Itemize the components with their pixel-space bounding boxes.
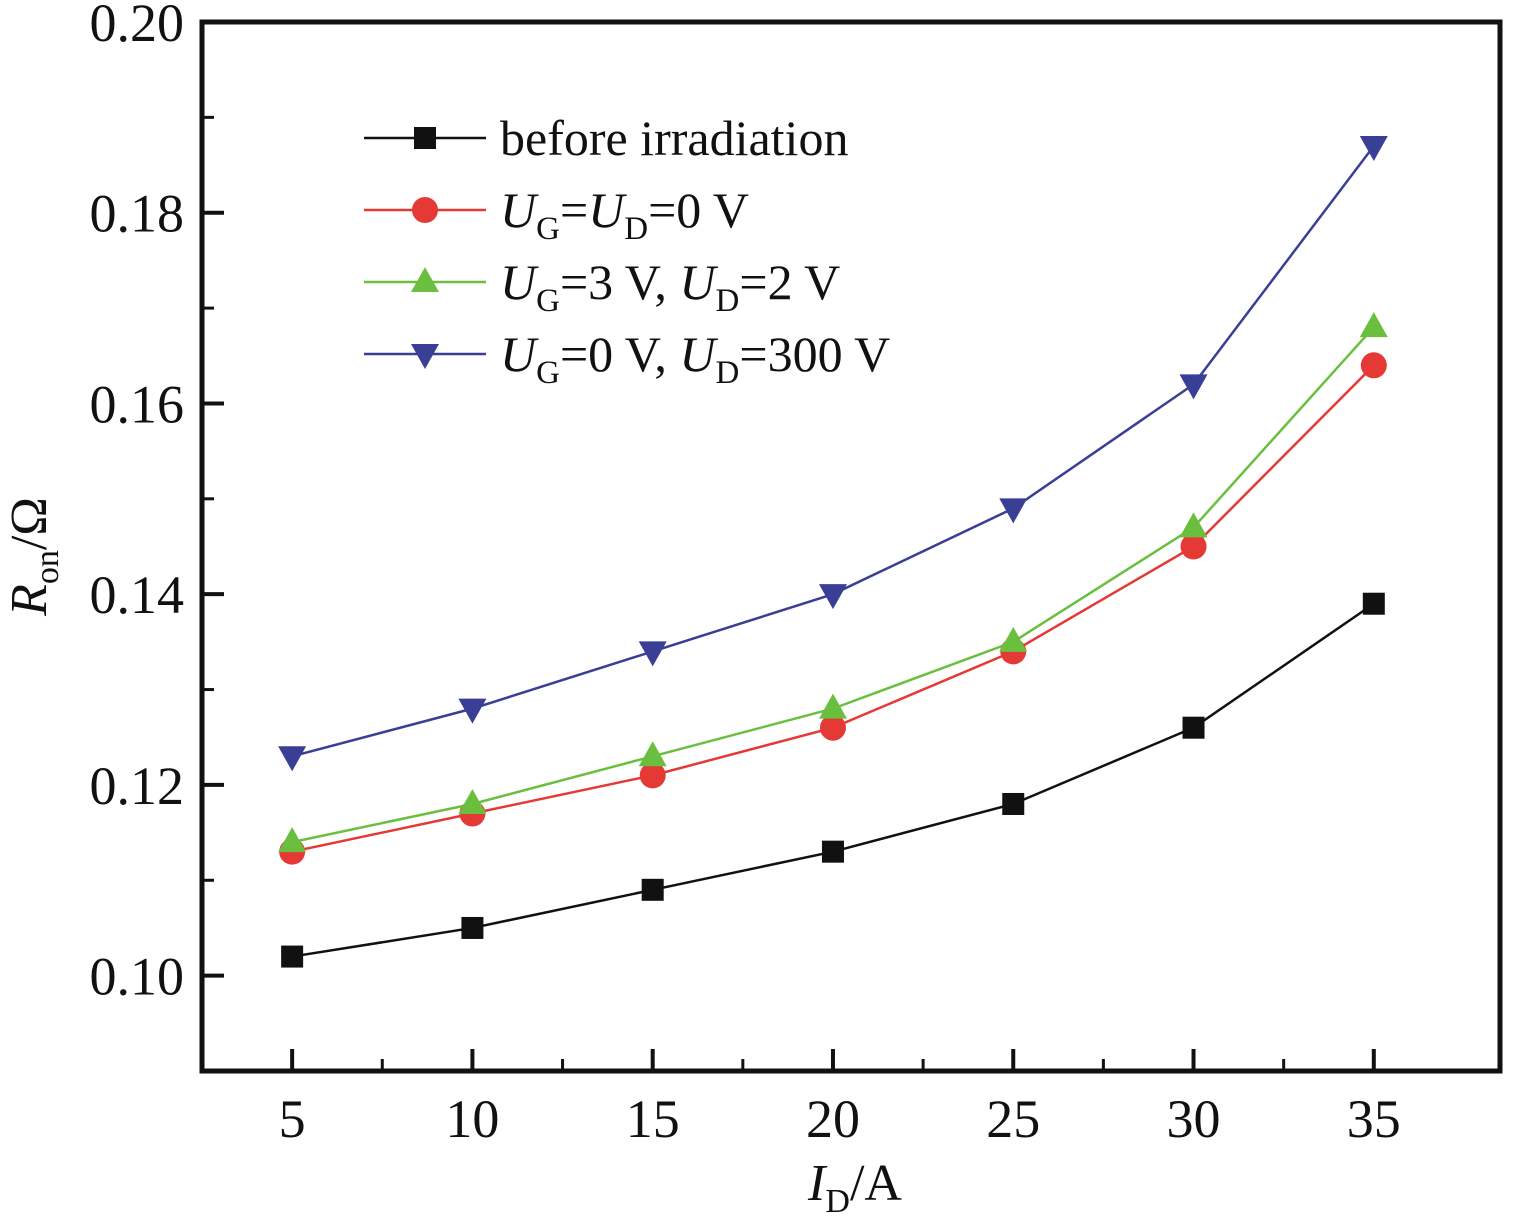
x-tick-label: 10 (445, 1089, 499, 1149)
x-tick-label: 30 (1167, 1089, 1221, 1149)
data-point (1002, 792, 1025, 815)
data-point (458, 698, 487, 724)
x-tick-label: 15 (626, 1089, 680, 1149)
legend-marker (411, 267, 439, 292)
data-point (819, 714, 846, 741)
legend-label: UG=3 V, UD=2 V (500, 254, 840, 319)
legend-item: before irradiation (364, 110, 848, 166)
y-tick-label: 0.12 (90, 756, 185, 816)
data-point (1360, 352, 1387, 379)
series-0 (281, 592, 1385, 968)
series-line (291, 602, 1375, 958)
y-tick-label: 0.20 (90, 0, 185, 53)
legend-marker (412, 197, 438, 223)
data-point (458, 788, 487, 814)
series-3 (278, 135, 1388, 772)
series-2 (278, 312, 1388, 853)
x-tick-label: 5 (279, 1089, 306, 1149)
data-point (1180, 533, 1207, 560)
data-point (999, 498, 1028, 524)
x-tick-label: 20 (806, 1089, 860, 1149)
data-point (1179, 374, 1208, 400)
data-point (1362, 592, 1385, 615)
data-point (1359, 312, 1388, 338)
y-tick-label: 0.16 (90, 374, 185, 434)
data-point (278, 746, 307, 772)
data-point (639, 762, 666, 789)
data-point (821, 840, 844, 863)
legend-marker (414, 127, 436, 149)
data-point (638, 741, 667, 767)
series-line (291, 145, 1375, 758)
data-point (281, 945, 304, 968)
data-point (638, 641, 667, 667)
legend-item: UG=3 V, UD=2 V (364, 254, 840, 319)
x-tick-label: 25 (986, 1089, 1040, 1149)
data-point (1182, 716, 1205, 739)
x-axis-label: ID/A (807, 1155, 902, 1217)
y-tick-label: 0.14 (90, 565, 185, 625)
legend-item: UG=0 V, UD=300 V (364, 326, 890, 391)
legend-label: UG=0 V, UD=300 V (500, 326, 890, 391)
data-point (461, 916, 484, 939)
legend: before irradiation UG=UD=0 V UG=3 V, UD=2 … (364, 110, 890, 391)
legend-label: before irradiation (500, 110, 848, 166)
plot-frame (199, 19, 1503, 1074)
data-point (641, 878, 664, 901)
data-point (278, 827, 307, 853)
x-tick-label: 35 (1347, 1089, 1401, 1149)
legend-label: UG=UD=0 V (500, 182, 749, 247)
y-axis-label: Ron/Ω (1, 497, 66, 617)
legend-marker (411, 344, 439, 369)
data-point (818, 584, 847, 610)
series-layer (278, 135, 1388, 968)
y-tick-label: 0.10 (90, 947, 185, 1007)
y-tick-label: 0.18 (90, 184, 185, 244)
data-point (1359, 135, 1388, 161)
data-point (818, 693, 847, 719)
legend-item: UG=UD=0 V (364, 182, 749, 247)
axis-layer: 5 10 15 20 25 30 35 0.10 0.12 0.14 0.16 0.18 0.20 ID/… (1, 0, 1401, 1217)
data-point (999, 626, 1028, 652)
data-point (1179, 512, 1208, 538)
